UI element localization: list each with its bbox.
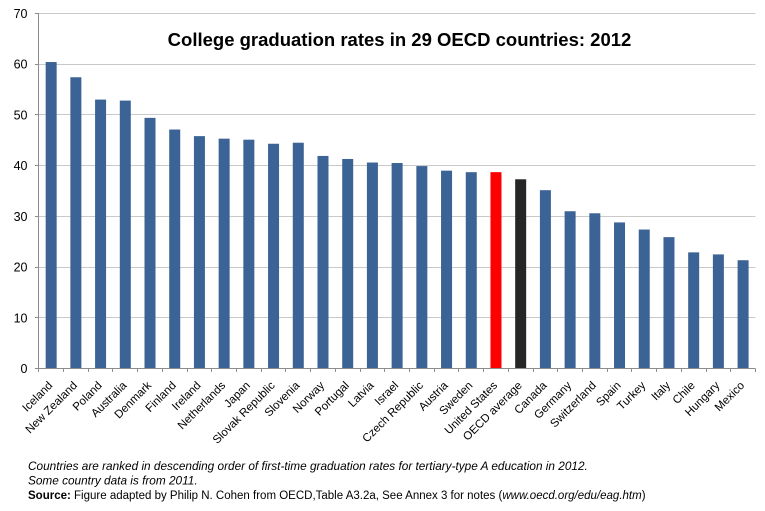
svg-text:College graduation rates in 29: College graduation rates in 29 OECD coun…	[168, 29, 632, 50]
svg-text:60: 60	[14, 58, 28, 72]
svg-text:50: 50	[14, 108, 28, 122]
svg-text:Some country data is from 2011: Some country data is from 2011.	[28, 474, 198, 488]
svg-text:10: 10	[14, 311, 28, 325]
svg-text:0: 0	[21, 362, 28, 376]
svg-text:Source: Figure adapted by Phil: Source: Figure adapted by Philip N. Cohe…	[28, 490, 646, 502]
svg-text:40: 40	[14, 159, 28, 173]
svg-text:20: 20	[14, 261, 28, 275]
svg-text:30: 30	[14, 210, 28, 224]
svg-text:Countries are ranked in descen: Countries are ranked in descending order…	[28, 459, 588, 473]
svg-text:70: 70	[14, 7, 28, 21]
